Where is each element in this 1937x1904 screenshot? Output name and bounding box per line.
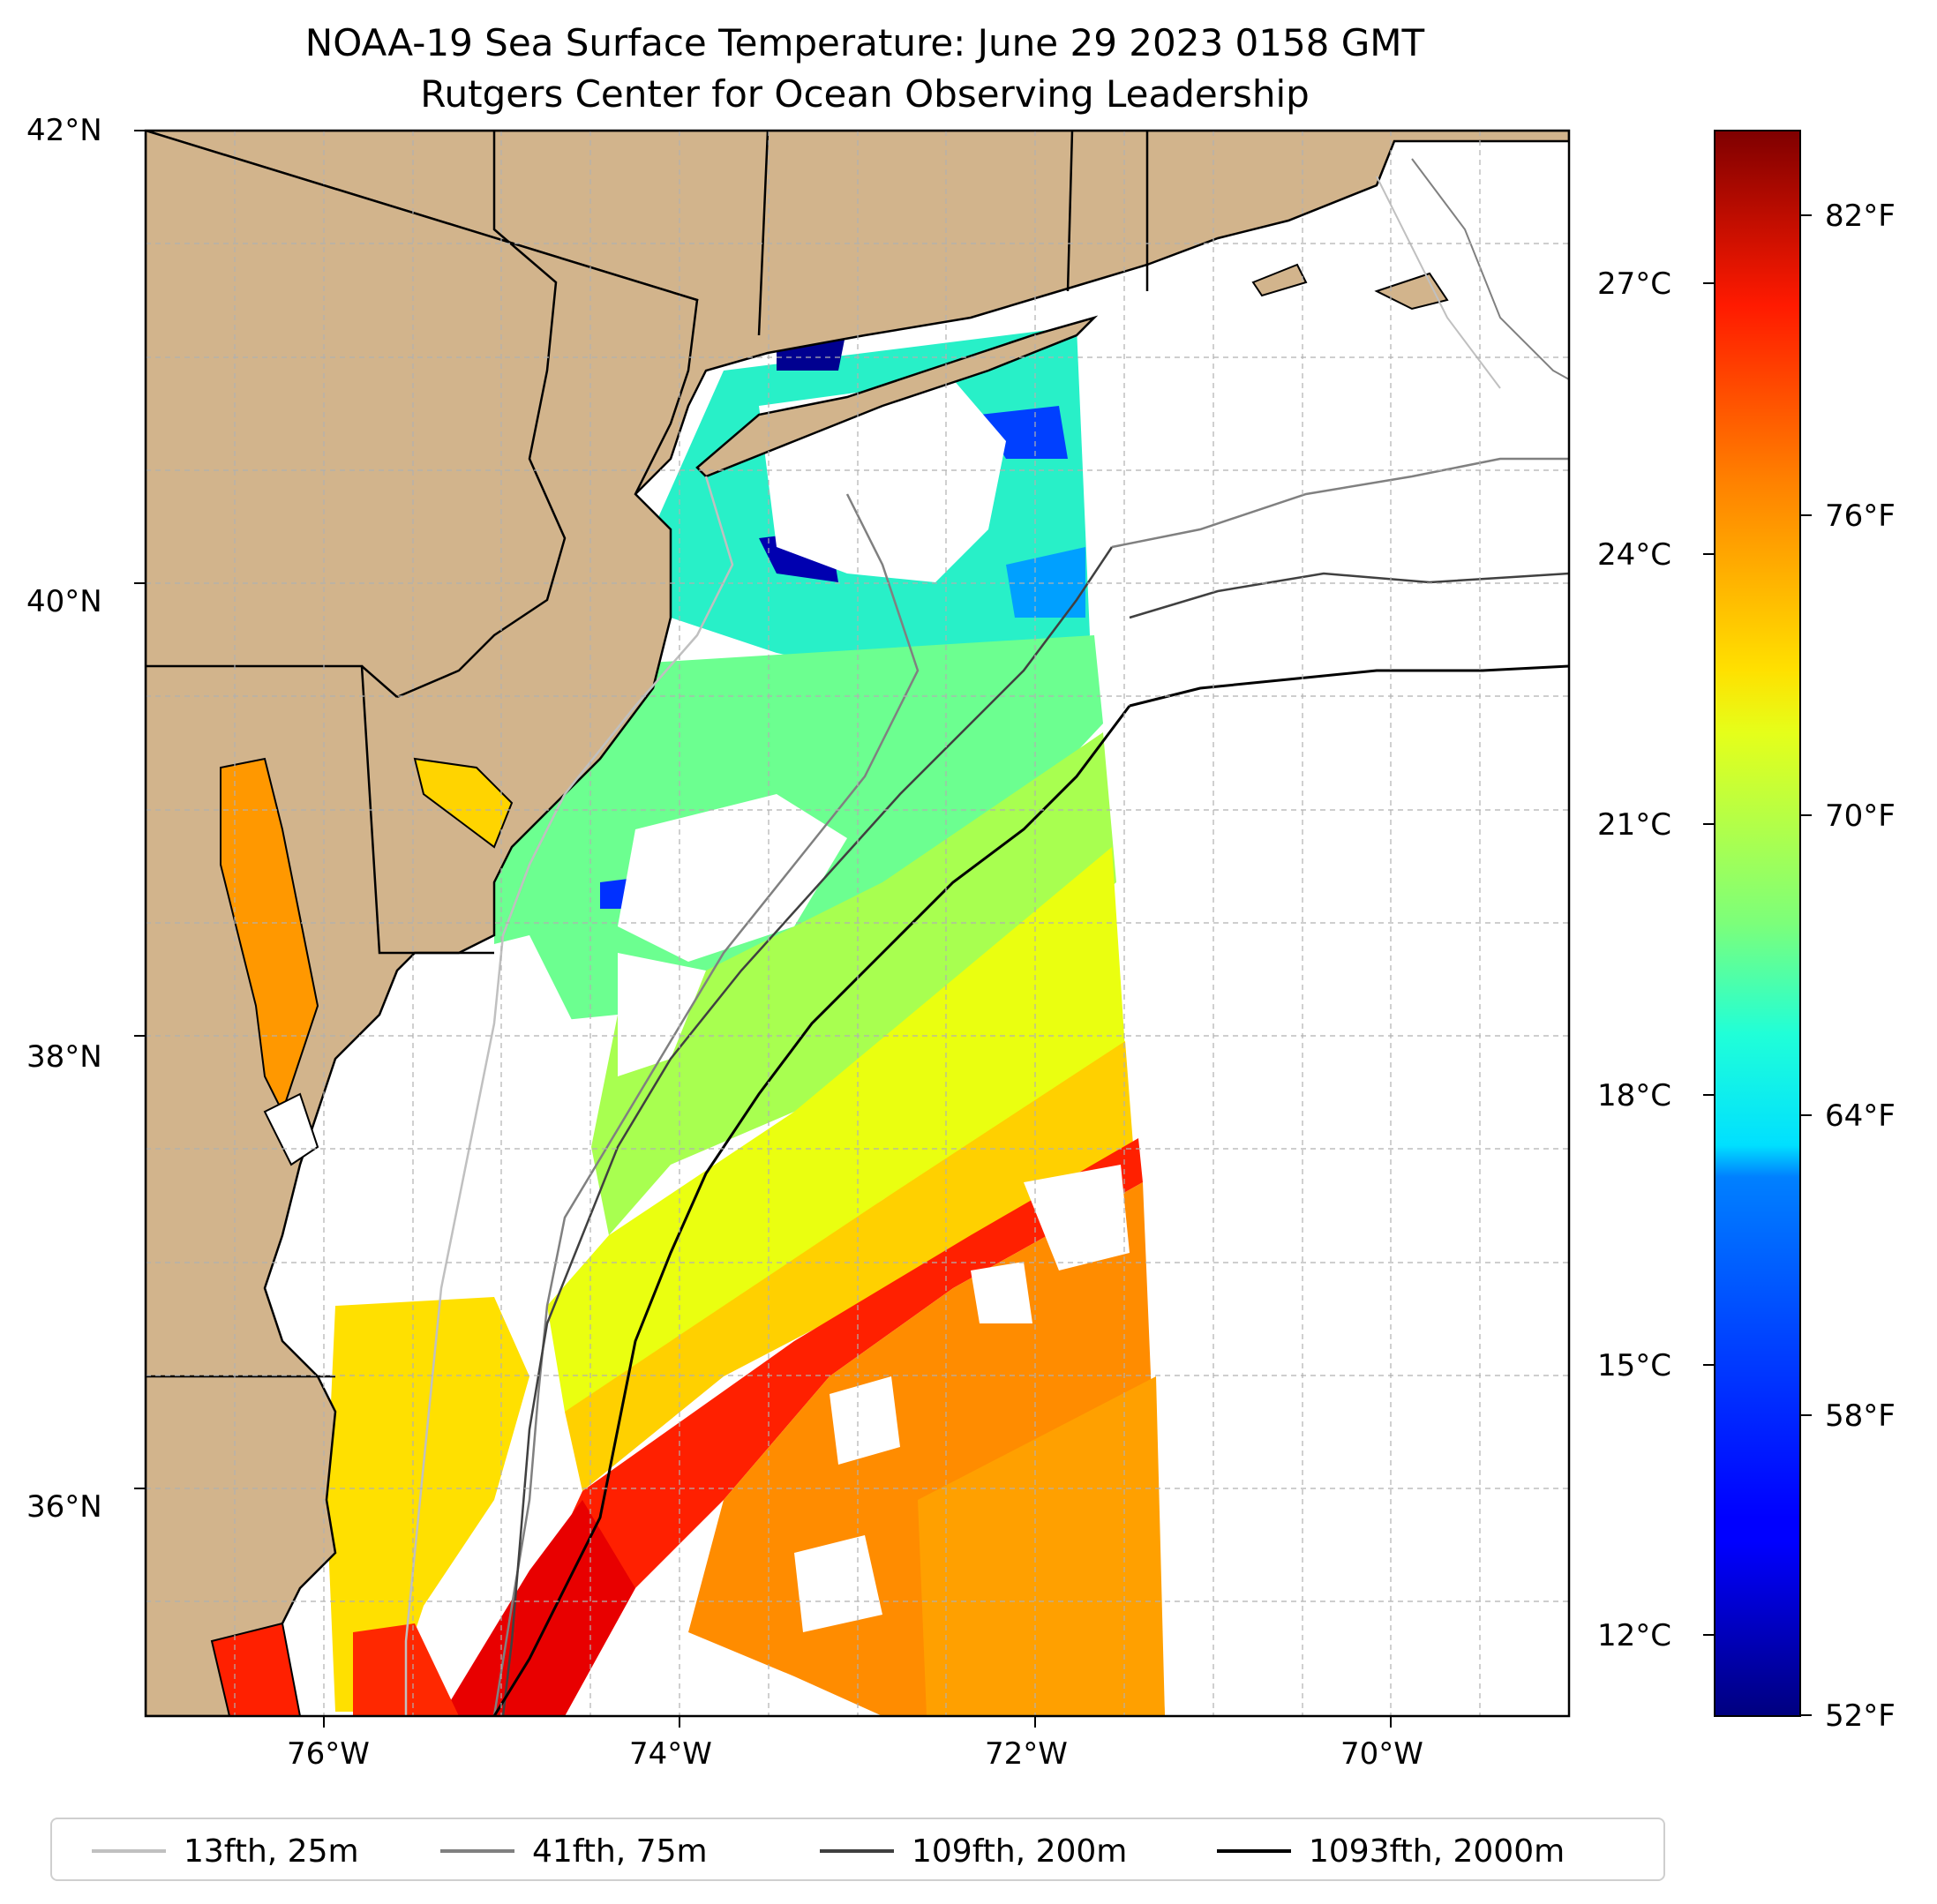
colorbar-celsius-label: 21°C [1597, 807, 1672, 843]
colorbar-celsius-label: 24°C [1597, 537, 1672, 573]
legend-item: 109fth, 200m [820, 1819, 1127, 1883]
legend-line-75m [440, 1849, 514, 1853]
lon-tick-label: 72°W [985, 1736, 1068, 1772]
map-frame [144, 129, 1571, 1718]
legend-item: 1093fth, 2000m [1217, 1819, 1565, 1883]
legend-item: 13fth, 25m [92, 1819, 359, 1883]
colorbar-celsius-label: 12°C [1597, 1618, 1672, 1653]
colorbar-fahrenheit-label: 76°F [1825, 498, 1896, 534]
map-gridlines [146, 131, 1569, 1716]
lat-tick-label: 40°N [26, 584, 102, 619]
colorbar-celsius-label: 18°C [1597, 1078, 1672, 1113]
lon-tick-label: 76°W [287, 1736, 370, 1772]
legend-item: 41fth, 75m [440, 1819, 708, 1883]
sst-swath [327, 326, 1165, 1716]
lon-tick-label: 74°W [629, 1736, 712, 1772]
lat-tick-label: 42°N [26, 113, 102, 148]
colorbar-gradient [1714, 130, 1801, 1717]
colorbar-celsius-label: 27°C [1597, 266, 1672, 302]
colorbar-fahrenheit-label: 64°F [1825, 1098, 1896, 1134]
legend-label: 109fth, 200m [912, 1833, 1128, 1870]
legend-line-25m [92, 1849, 166, 1853]
legend-line-2000m [1217, 1849, 1291, 1853]
map-title: NOAA-19 Sea Surface Temperature: June 29… [304, 21, 1425, 64]
depth-legend: 13fth, 25m 41fth, 75m 109fth, 200m 1093f… [50, 1818, 1665, 1881]
legend-line-200m [820, 1849, 894, 1853]
lon-tick-label: 70°W [1340, 1736, 1423, 1772]
colorbar [1703, 130, 1812, 1717]
colorbar-fahrenheit-label: 58°F [1825, 1398, 1896, 1434]
colorbar-fahrenheit-label: 52°F [1825, 1698, 1896, 1734]
colorbar-fahrenheit-label: 82°F [1825, 199, 1896, 234]
legend-label: 41fth, 75m [532, 1833, 708, 1870]
lat-tick-label: 38°N [26, 1039, 102, 1075]
legend-label: 13fth, 25m [184, 1833, 359, 1870]
colorbar-celsius-label: 15°C [1597, 1348, 1672, 1383]
axis-tick-marks [134, 130, 1392, 1728]
bathymetry-contours [404, 158, 1569, 1716]
colorbar-fahrenheit-label: 70°F [1825, 798, 1896, 834]
lat-tick-label: 36°N [26, 1489, 102, 1525]
legend-label: 1093fth, 2000m [1309, 1833, 1565, 1870]
map-subtitle: Rutgers Center for Ocean Observing Leade… [420, 72, 1310, 116]
